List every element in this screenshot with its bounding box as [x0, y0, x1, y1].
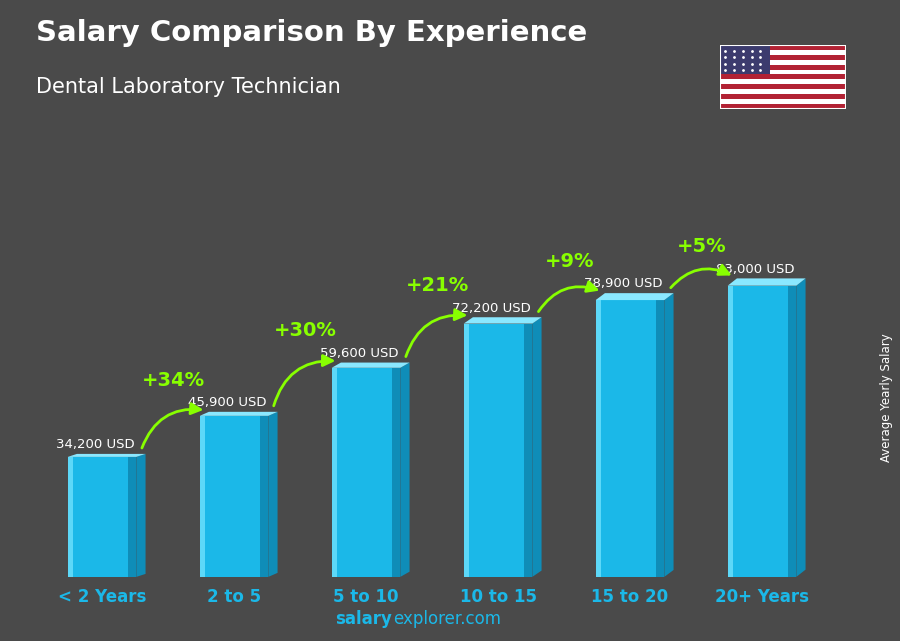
Polygon shape — [332, 363, 410, 368]
Bar — [596, 300, 601, 577]
Bar — [788, 286, 796, 577]
Bar — [128, 457, 136, 577]
Bar — [332, 368, 400, 577]
Text: Average Yearly Salary: Average Yearly Salary — [880, 333, 893, 462]
Text: +30%: +30% — [274, 321, 337, 340]
Polygon shape — [728, 278, 806, 286]
Text: 72,200 USD: 72,200 USD — [452, 301, 531, 315]
Text: Dental Laboratory Technician: Dental Laboratory Technician — [36, 77, 341, 97]
Polygon shape — [596, 293, 673, 300]
Polygon shape — [664, 293, 673, 577]
Text: 34,200 USD: 34,200 USD — [56, 438, 135, 451]
Bar — [720, 69, 846, 74]
Bar — [524, 324, 532, 577]
Bar — [464, 324, 532, 577]
Bar — [464, 324, 469, 577]
Bar — [200, 416, 268, 577]
Polygon shape — [136, 454, 146, 577]
Bar — [728, 286, 733, 577]
Bar — [720, 54, 846, 60]
Bar — [728, 286, 796, 577]
Bar — [720, 45, 846, 50]
Bar — [720, 45, 770, 74]
Text: 45,900 USD: 45,900 USD — [188, 396, 266, 409]
Bar — [392, 368, 400, 577]
Bar — [720, 99, 846, 104]
Text: 78,900 USD: 78,900 USD — [584, 278, 662, 290]
Bar — [656, 300, 664, 577]
Polygon shape — [268, 412, 277, 577]
Bar — [260, 416, 268, 577]
Bar — [68, 457, 73, 577]
Text: +5%: +5% — [677, 237, 726, 256]
Bar — [596, 300, 664, 577]
Polygon shape — [200, 412, 277, 416]
Polygon shape — [68, 454, 146, 457]
Polygon shape — [464, 317, 542, 324]
Bar — [720, 104, 846, 109]
Bar — [720, 50, 846, 54]
Polygon shape — [796, 278, 806, 577]
Text: 83,000 USD: 83,000 USD — [716, 263, 795, 276]
Bar — [68, 457, 136, 577]
Text: +34%: +34% — [142, 370, 205, 390]
Polygon shape — [532, 317, 542, 577]
Bar — [720, 94, 846, 99]
Text: +9%: +9% — [544, 252, 594, 271]
Bar — [720, 79, 846, 85]
Text: Salary Comparison By Experience: Salary Comparison By Experience — [36, 19, 587, 47]
Polygon shape — [400, 363, 410, 577]
Bar — [720, 85, 846, 89]
Text: +21%: +21% — [406, 276, 469, 295]
Bar — [332, 368, 338, 577]
Text: salary: salary — [335, 610, 392, 628]
Bar — [720, 60, 846, 65]
Text: 59,600 USD: 59,600 USD — [320, 347, 399, 360]
Bar — [720, 65, 846, 69]
Bar — [200, 416, 205, 577]
Bar — [720, 74, 846, 79]
Bar — [720, 89, 846, 94]
Text: explorer.com: explorer.com — [393, 610, 501, 628]
